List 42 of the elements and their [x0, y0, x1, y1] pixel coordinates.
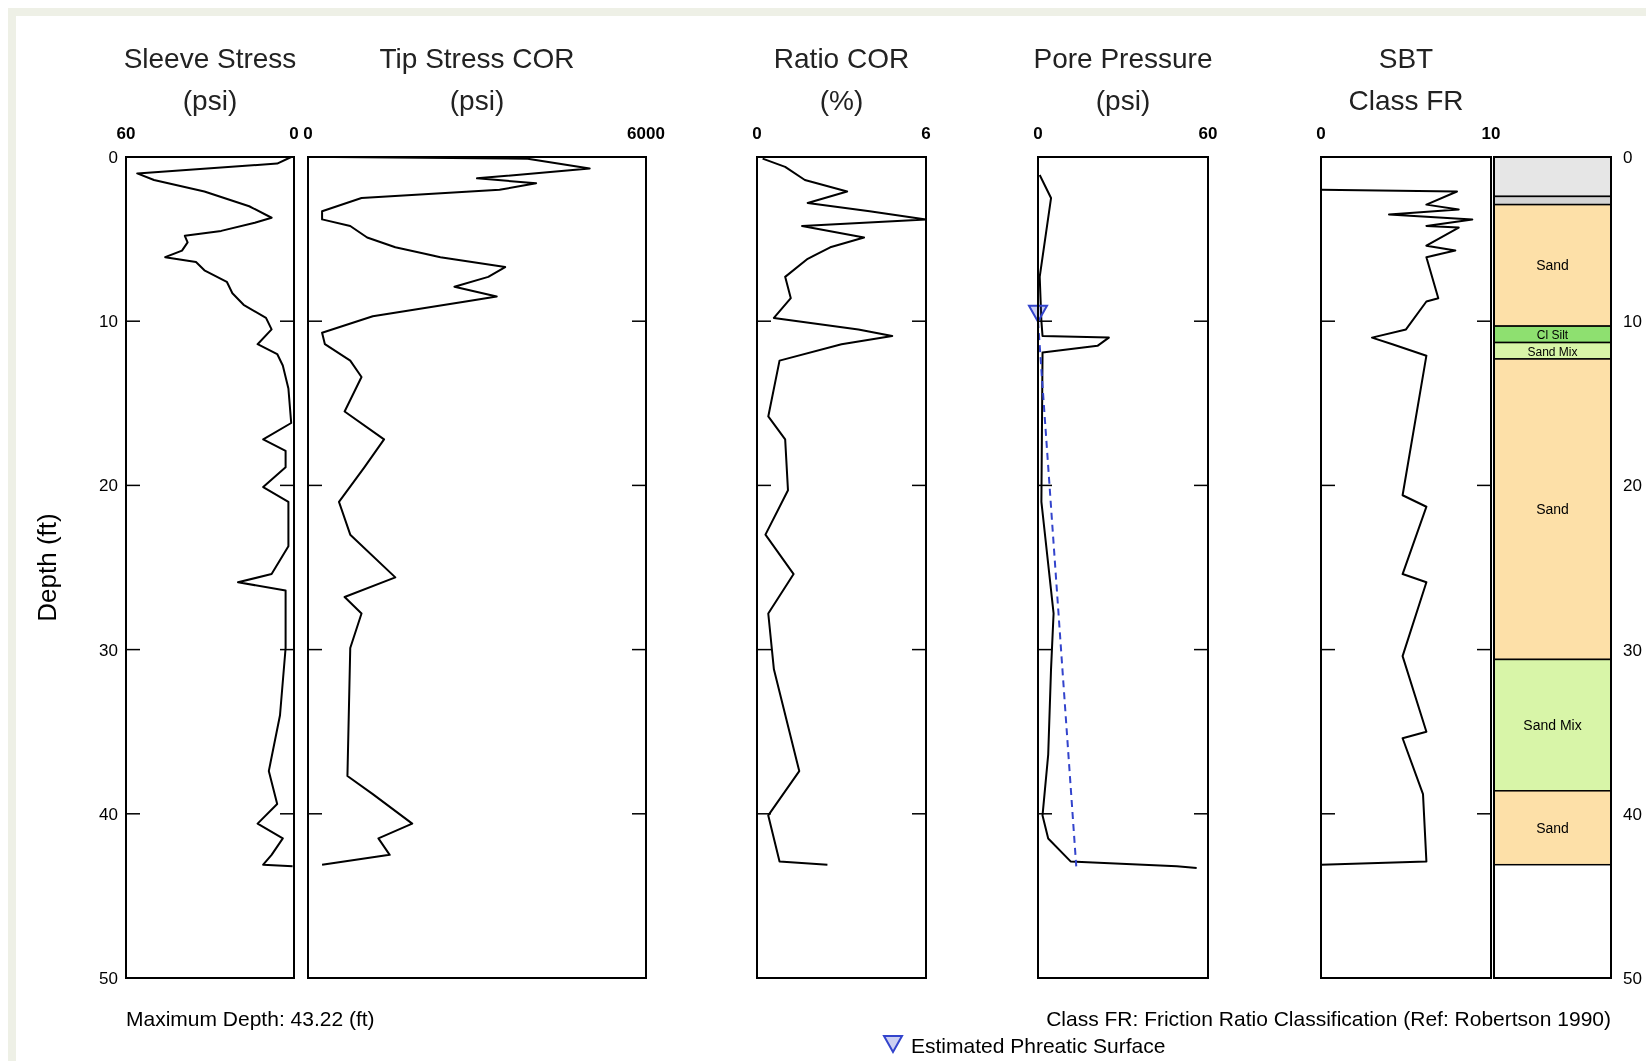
y-tick-label: 20 — [1623, 476, 1642, 496]
x-tick-label: 0 — [1033, 124, 1043, 143]
x-tick-label: 60 — [116, 124, 136, 143]
legend-label: Estimated Phreatic Surface — [911, 1034, 1166, 1057]
y-tick-label: 50 — [1623, 969, 1642, 988]
x-tick-label: 60 — [1198, 124, 1218, 143]
y-tick-label: 30 — [1623, 640, 1642, 660]
chart-subtitle: (psi) — [449, 85, 505, 116]
x-tick-label: 10 — [1481, 124, 1501, 143]
series-label: Sand Mix — [1527, 344, 1578, 359]
x-tick-label: 6 — [921, 124, 931, 143]
series-label: Cl Silt — [1536, 328, 1569, 343]
series-label: Sand — [1536, 257, 1569, 274]
y-tick-label: 0 — [1623, 148, 1633, 167]
y-tick-label: 10 — [1623, 312, 1642, 332]
text: Class FR: Friction Ratio Classification (Ref: Robertson 1990) — [1046, 1007, 1611, 1030]
y-tick-label: 40 — [1623, 804, 1642, 824]
y-tick-label: 40 — [99, 804, 118, 824]
chart-title: Tip Stress COR — [379, 43, 575, 74]
chart-subtitle: (psi) — [1095, 85, 1151, 116]
chart-title: SBT — [1378, 43, 1434, 74]
series-label: Sand — [1536, 819, 1569, 836]
chart-title: Sleeve Stress — [123, 43, 297, 74]
x-tick-label: 0 — [1316, 124, 1326, 143]
x-tick-label: 6000 — [627, 124, 665, 143]
series-label: Sand — [1536, 501, 1569, 518]
y-tick-label: 30 — [99, 640, 118, 660]
chart-subtitle: (%) — [819, 85, 864, 116]
y-tick-label: 50 — [99, 969, 118, 988]
y-tick-label: 10 — [99, 312, 118, 332]
series-label: Sand Mix — [1523, 717, 1582, 734]
y-tick-label: 20 — [99, 476, 118, 496]
chart-title: Pore Pressure — [1033, 43, 1213, 74]
chart-title: Ratio COR — [773, 43, 910, 74]
x-tick-label: 0 — [752, 124, 762, 143]
y-tick-label: 0 — [108, 148, 118, 167]
x-tick-label: 0 — [303, 124, 313, 143]
chart-subtitle: Class FR — [1348, 85, 1464, 116]
x-tick-label: 0 — [289, 124, 299, 143]
chart-subtitle: (psi) — [182, 85, 238, 116]
y-axis-title: Depth (ft) — [32, 513, 62, 622]
text: Maximum Depth: 43.22 (ft) — [126, 1007, 375, 1030]
